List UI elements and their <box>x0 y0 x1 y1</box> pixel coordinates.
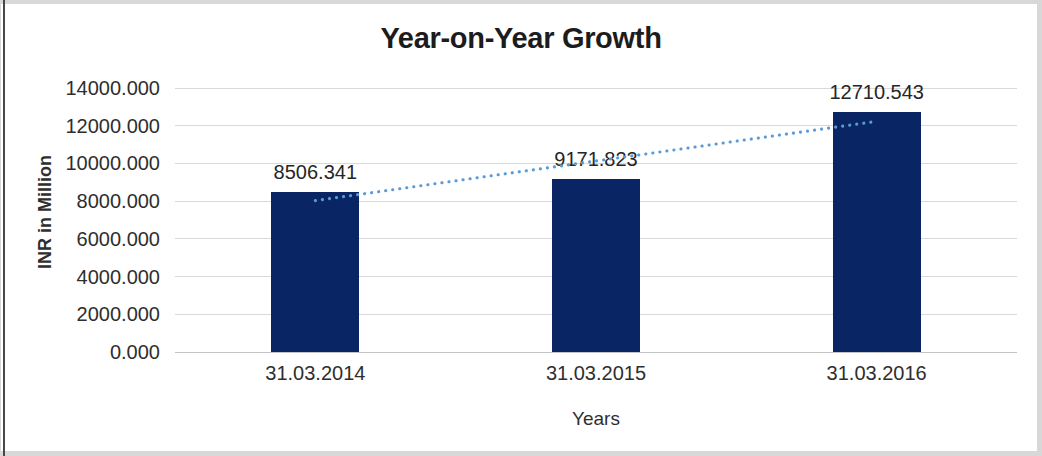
y-tick-label: 0.000 <box>0 341 160 363</box>
y-tick-label: 12000.000 <box>0 115 160 137</box>
bar <box>552 179 640 352</box>
x-tick-label: 31.03.2015 <box>546 362 646 385</box>
y-tick-label: 6000.000 <box>0 228 160 250</box>
bar-value-label: 12710.543 <box>829 81 924 103</box>
y-tick-label: 8000.000 <box>0 190 160 212</box>
x-tick-label: 31.03.2014 <box>265 362 365 385</box>
chart-title: Year-on-Year Growth <box>0 22 1042 55</box>
y-tick-label: 2000.000 <box>0 303 160 325</box>
x-axis-title: Years <box>175 408 1017 430</box>
y-tick-label: 10000.000 <box>0 152 160 174</box>
chart-frame: Year-on-Year Growth INR in Million 0.000… <box>0 0 1042 456</box>
bar-value-label: 8506.341 <box>274 161 357 183</box>
bar-value-label: 9171.823 <box>554 148 637 170</box>
y-tick-label: 14000.000 <box>0 77 160 99</box>
bar-chart: Year-on-Year Growth INR in Million 0.000… <box>0 0 1042 456</box>
bar <box>833 112 921 352</box>
bar <box>271 192 359 352</box>
y-tick-label: 4000.000 <box>0 266 160 288</box>
x-tick-label: 31.03.2016 <box>827 362 927 385</box>
